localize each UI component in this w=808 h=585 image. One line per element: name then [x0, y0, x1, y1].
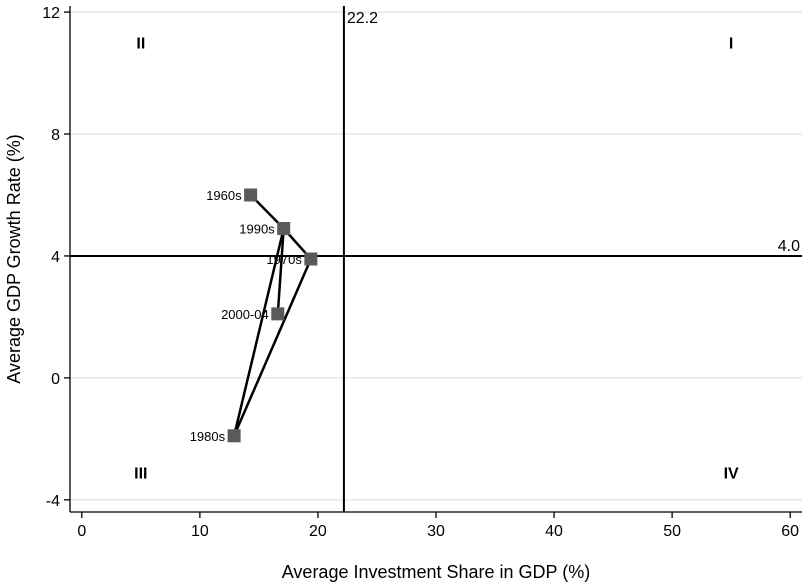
marker-1980s — [227, 429, 241, 443]
ref-label-horizontal: 4.0 — [778, 238, 800, 255]
point-label-1990s: 1990s — [239, 222, 275, 237]
point-label-1960s: 1960s — [206, 188, 242, 203]
x-tick-label-0: 0 — [77, 523, 86, 540]
x-tick-label-30: 30 — [427, 523, 445, 540]
x-tick-label-60: 60 — [781, 523, 799, 540]
axes: -4 0 4 8 12 0 10 20 30 40 50 60 — [42, 5, 802, 540]
marker-1990s — [277, 222, 291, 236]
y-axis-title: Average GDP Growth Rate (%) — [4, 134, 24, 383]
path-segment — [232, 227, 285, 438]
x-axis-title: Average Investment Share in GDP (%) — [282, 562, 590, 582]
point-label-2000-04: 2000-04 — [221, 307, 269, 322]
y-tick-label-4: 4 — [51, 249, 60, 266]
path-segment — [276, 227, 285, 316]
x-tick-label-20: 20 — [309, 523, 327, 540]
y-tick-label-8: 8 — [51, 127, 60, 144]
marker-2000-04 — [271, 307, 285, 321]
quadrant-label-I: I — [729, 36, 733, 53]
x-tick-label-40: 40 — [545, 523, 563, 540]
quadrant-label-III: III — [134, 465, 147, 482]
y-tick-label--4: -4 — [46, 493, 60, 510]
point-label-1970s: 1970s — [266, 252, 302, 267]
y-tick-label-0: 0 — [51, 371, 60, 388]
x-tick-label-10: 10 — [191, 523, 209, 540]
x-tick-label-50: 50 — [663, 523, 681, 540]
marker-1970s — [304, 252, 318, 266]
quadrant-label-IV: IV — [724, 465, 739, 482]
reference-lines: 22.2 4.0 — [70, 6, 802, 512]
data-points — [227, 188, 318, 443]
y-tick-label-12: 12 — [42, 5, 60, 22]
quadrant-label-II: II — [136, 36, 145, 53]
path-segment — [232, 257, 313, 438]
ref-label-vertical: 22.2 — [347, 10, 378, 27]
point-label-1980s: 1980s — [190, 429, 226, 444]
marker-1960s — [244, 188, 258, 202]
